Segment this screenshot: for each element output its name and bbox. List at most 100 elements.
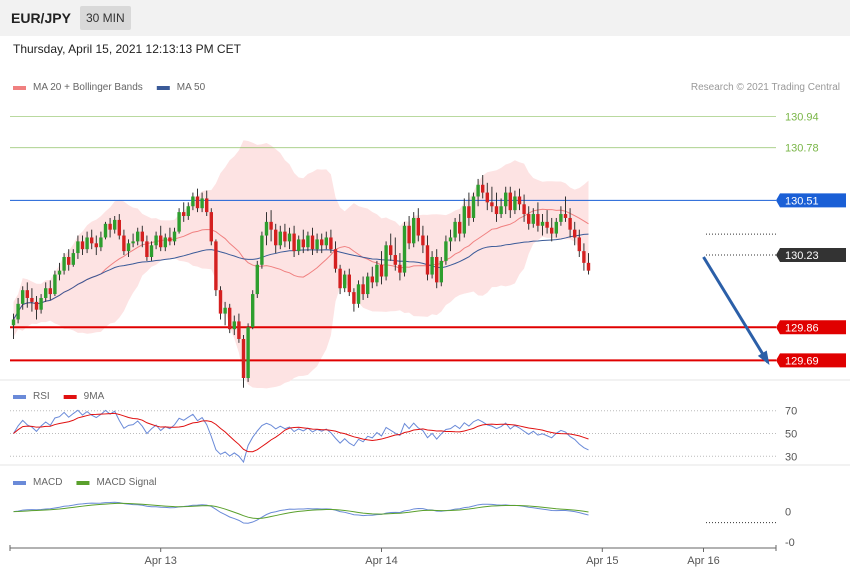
current-price-label: 130.23 [785,250,819,262]
candle-body [430,256,434,275]
candle-body [48,288,52,295]
candle-body [513,196,517,211]
support-level-label: 129.69 [785,355,819,367]
candle-body [545,221,549,228]
candle-body [126,243,131,252]
candle-body [324,237,328,246]
candle-body [287,233,292,242]
candle-body [347,274,351,293]
candle-body [108,223,112,230]
rsi-ma-line [13,412,589,453]
candle-body [90,237,94,244]
candle-body [458,221,462,234]
candle-body [214,241,218,291]
forecast-arrow-line [702,256,770,364]
macd-legend: MACD [33,477,62,488]
rsi-swatch [13,395,26,399]
candle-body [159,235,163,248]
candle-body [568,217,572,230]
candle-body [145,241,149,257]
candle-body [375,264,379,283]
candle-body [117,219,121,236]
candle-body [338,268,342,289]
candle-body [577,237,581,252]
candle-body [25,290,29,298]
pivot-level-label: 130.51 [785,195,819,207]
candle-body [34,301,39,310]
candle-body [361,284,365,295]
candle-body [94,243,98,248]
candle-body [517,196,522,205]
candle-body [494,206,499,215]
candle-body [57,270,62,275]
candle-body [237,321,241,339]
candle-body [301,239,305,248]
candle-body [329,237,333,250]
macd-signal-legend: MACD Signal [96,477,156,488]
x-axis-tick-label: Apr 14 [365,555,397,567]
target-level-label: 130.78 [785,143,819,155]
candle-body [573,229,577,238]
candle-body [255,264,259,295]
candle-body [103,223,108,238]
candle-body [490,202,494,207]
candle-body [39,297,43,310]
candle-body [200,198,204,209]
candle-body [471,196,476,218]
rsi-level-label: 50 [785,429,797,441]
forecast-arrow-head [757,350,770,365]
candle-body [315,239,319,250]
candle-body [536,214,540,226]
candle-body [131,241,135,244]
candle-body [99,237,103,248]
candle-body [76,241,80,254]
candle-body [343,274,347,289]
candle-body [297,239,301,252]
timeframe-button[interactable]: 30 MIN [80,6,131,30]
candle-body [278,231,282,246]
current-price-tag [776,248,846,263]
candle-body [370,276,374,283]
candle-body [163,237,167,248]
macd-signal-swatch [76,481,90,485]
candle-body [292,233,296,252]
candle-body [476,184,480,197]
candle-body [44,288,48,298]
chart-datetime: Thursday, April 15, 2021 12:13:13 PM CET [13,42,241,56]
candle-body [559,214,563,222]
candle-body [366,276,370,295]
candle-body [407,225,411,244]
candle-body [16,303,20,320]
candle-body [467,206,471,218]
candle-body [11,319,16,326]
macd-line [13,501,589,524]
candle-body [62,256,66,271]
ma50-line [13,233,589,320]
candle-body [67,256,71,265]
macd-signal-line [13,502,589,520]
macd-level-label: -0 [785,537,795,549]
ma20-line [13,208,589,320]
candle-body [246,327,250,378]
candle-body [531,214,535,224]
rsi-9ma-legend: 9MA [84,391,105,402]
ma20-bollinger-legend: MA 20 + Bollinger Bands [33,82,143,93]
candle-body [320,239,324,246]
candle-body [186,206,190,217]
candle-body [439,260,443,283]
ma20-bollinger-swatch [13,86,26,90]
candle-body [223,307,227,314]
candle-body [177,212,181,232]
candle-body [251,294,255,328]
ma50-swatch [156,86,170,90]
x-axis-tick-label: Apr 16 [687,555,719,567]
bollinger-band [13,140,589,389]
candle-body [21,290,25,304]
candle-body [527,214,531,224]
candle-body [582,251,586,263]
candle-body [274,229,278,246]
candle-body [508,192,512,211]
candle-body [172,231,177,242]
x-axis-tick-label: Apr 13 [144,555,176,567]
